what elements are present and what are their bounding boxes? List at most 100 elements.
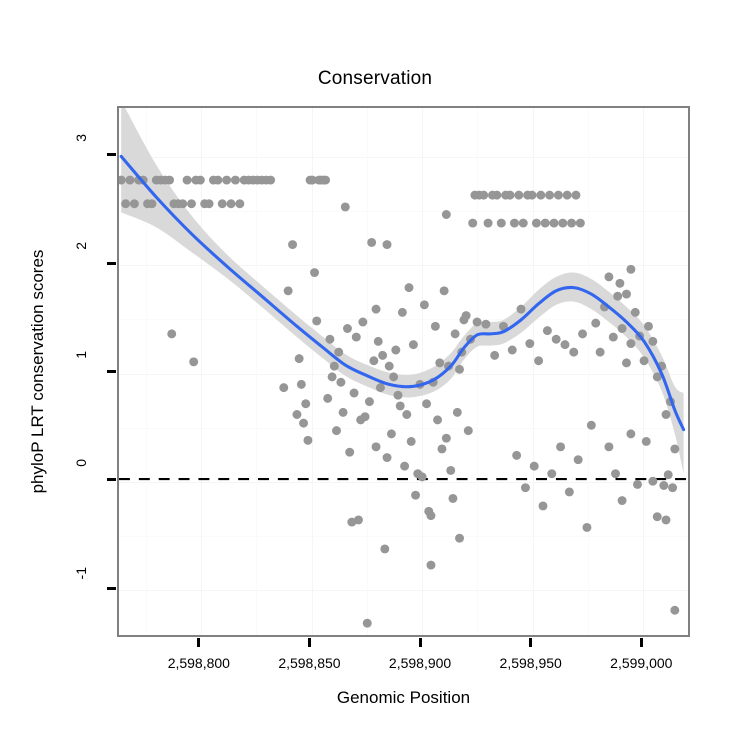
scatter-point: [426, 511, 436, 521]
scatter-point: [230, 175, 240, 185]
scatter-point: [496, 218, 506, 228]
scatter-point: [382, 240, 392, 250]
scatter-point: [613, 291, 623, 301]
scatter-point: [661, 515, 671, 525]
scatter-point: [441, 433, 451, 443]
scatter-point: [147, 199, 157, 209]
y-tick-mark: [107, 153, 116, 157]
scatter-point: [384, 361, 394, 371]
gridline-major-horizontal: [119, 373, 688, 375]
scatter-point: [397, 307, 407, 317]
scatter-point: [362, 618, 372, 628]
scatter-point: [553, 190, 563, 200]
scatter-point: [630, 307, 640, 317]
gridline-major-horizontal: [119, 265, 688, 267]
scatter-point: [329, 361, 339, 371]
scatter-point: [615, 278, 625, 288]
plot-panel-inner: [119, 108, 688, 635]
scatter-point: [371, 442, 381, 452]
scatter-point: [558, 218, 568, 228]
scatter-point: [435, 358, 445, 368]
scatter-point: [604, 272, 614, 282]
scatter-point: [569, 347, 579, 357]
scatter-point: [567, 218, 577, 228]
scatter-point: [299, 418, 309, 428]
scatter-point: [283, 286, 293, 296]
scatter-point: [463, 426, 473, 436]
x-axis-title: Genomic Position: [336, 688, 471, 707]
scatter-point: [369, 356, 379, 366]
scatter-point: [395, 401, 405, 411]
scatter-point: [448, 493, 458, 503]
scatter-point: [340, 202, 350, 212]
x-tick-label: 2,599,000: [610, 655, 673, 671]
scatter-point: [529, 461, 539, 471]
scatter-point: [578, 329, 588, 339]
scatter-point: [608, 332, 618, 342]
gridline-minor-horizontal: [119, 210, 688, 212]
scatter-point: [643, 321, 653, 331]
scatter-point: [408, 340, 418, 350]
scatter-point: [545, 190, 555, 200]
scatter-point: [430, 321, 440, 331]
scatter-point: [187, 199, 196, 209]
gridline-major-horizontal: [119, 156, 688, 158]
scatter-point: [670, 444, 680, 454]
gridline-minor-horizontal: [119, 536, 688, 538]
scatter-point: [195, 175, 205, 185]
scatter-point: [514, 190, 524, 200]
scatter-point: [461, 311, 471, 321]
scatter-point: [652, 512, 662, 522]
y-tick-label: 3: [73, 133, 89, 142]
scatter-point: [455, 533, 464, 543]
gridline-major-vertical: [311, 108, 313, 635]
scatter-point: [633, 479, 642, 489]
gridline-major-vertical: [200, 108, 202, 635]
scatter-point: [129, 199, 139, 209]
scatter-point: [406, 436, 416, 446]
scatter-point: [498, 321, 508, 331]
scatter-point: [301, 399, 311, 409]
scatter-point: [582, 522, 592, 532]
scatter-point: [217, 199, 227, 209]
scatter-point: [296, 379, 306, 389]
scatter-point: [452, 407, 462, 417]
gridline-minor-vertical: [477, 108, 479, 635]
x-tick-mark: [418, 638, 422, 647]
scatter-point: [121, 199, 131, 209]
confidence-ribbon: [121, 108, 684, 474]
scatter-point: [411, 490, 421, 500]
scatter-point: [626, 264, 636, 274]
scatter-point: [433, 415, 443, 425]
scatter-point: [604, 442, 614, 452]
x-tick-mark: [197, 638, 201, 647]
scatter-point: [338, 407, 348, 417]
scatter-point: [525, 339, 535, 348]
gridline-minor-vertical: [588, 108, 589, 635]
scatter-point: [648, 336, 658, 346]
scatter-point: [556, 442, 566, 452]
scatter-point: [659, 481, 669, 490]
scatter-point: [564, 487, 574, 497]
scatter-point: [538, 501, 548, 511]
scatter-point: [505, 190, 515, 200]
scatter-point: [419, 300, 429, 310]
scatter-point: [549, 218, 559, 228]
scatter-point: [595, 347, 605, 357]
scatter-point: [516, 304, 526, 314]
scatter-point: [321, 175, 330, 185]
scatter-point: [303, 435, 313, 445]
scatter-point: [213, 175, 223, 185]
scatter-point: [323, 393, 333, 403]
scatter-point: [641, 436, 651, 446]
scatter-point: [441, 210, 451, 219]
scatter-point: [648, 476, 658, 486]
scatter-point: [351, 332, 361, 342]
scatter-point: [312, 316, 322, 326]
y-tick-label: -1: [73, 567, 89, 580]
scatter-point: [534, 356, 544, 366]
scatter-point: [294, 354, 304, 364]
x-tick-mark: [639, 638, 643, 647]
scatter-point: [222, 175, 232, 185]
scatter-point: [439, 286, 449, 296]
